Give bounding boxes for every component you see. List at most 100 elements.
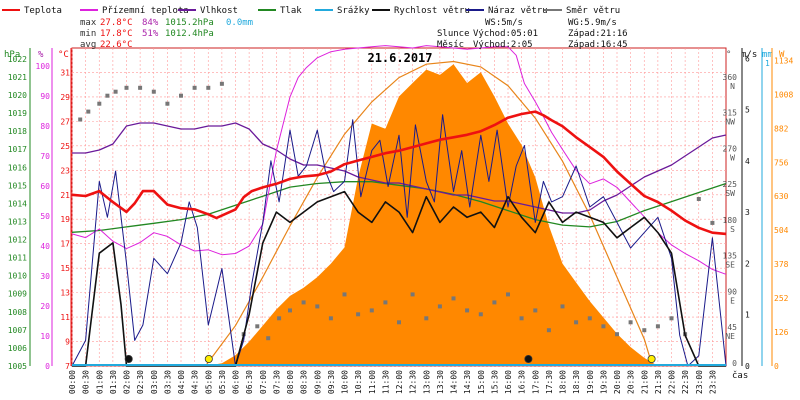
tick-label-hpa: 1009 bbox=[8, 290, 27, 299]
tick-label-x: 21:30 bbox=[654, 370, 663, 394]
tick-label-dir: 270 bbox=[723, 144, 738, 153]
legend-label: Rychlost větru bbox=[394, 6, 470, 16]
wind-direction-point bbox=[151, 89, 156, 94]
tick-label-x: 14:00 bbox=[450, 370, 459, 394]
sun-label: Slunce bbox=[437, 29, 470, 39]
tick-label-dir-name: NE bbox=[725, 332, 735, 341]
tick-label-hum: 50 bbox=[40, 212, 50, 221]
wind-direction-point bbox=[219, 81, 224, 86]
tick-label-x: 11:30 bbox=[381, 370, 390, 394]
wind-direction-point bbox=[519, 316, 524, 321]
tick-label-hpa: 1006 bbox=[8, 344, 27, 353]
wind-direction-point bbox=[410, 292, 415, 297]
tick-label-x: 01:30 bbox=[109, 370, 118, 394]
wind-direction-point bbox=[288, 308, 292, 313]
sun-moon-markers bbox=[124, 354, 656, 363]
tick-label-x: 09:30 bbox=[327, 370, 336, 394]
tick-label-ms: 6 bbox=[745, 54, 750, 63]
tick-label-temp: 31 bbox=[60, 69, 70, 78]
wind-stat-wg: WG:5.9m/s bbox=[568, 18, 617, 28]
stat-max-temp: 27.8°C bbox=[100, 18, 133, 28]
stat-min-label: min bbox=[80, 29, 96, 39]
tick-label-x: 16:00 bbox=[504, 370, 513, 394]
stat-min-press: 1012.4hPa bbox=[165, 29, 214, 39]
wind-direction-point bbox=[546, 328, 551, 333]
wind-direction-point bbox=[533, 308, 538, 313]
tick-label-dir: 180 bbox=[723, 216, 738, 225]
stat-max-rain: 0.0mm bbox=[226, 18, 253, 28]
wind-direction-point bbox=[451, 296, 456, 301]
axes: 1022102110201019101810171016101510141013… bbox=[8, 48, 793, 394]
tick-label-x: 21:00 bbox=[640, 370, 649, 394]
tick-label-x: 19:00 bbox=[586, 370, 595, 394]
wind-stat-ws: WS:5m/s bbox=[485, 18, 523, 28]
moon-rise: Východ:2:05 bbox=[473, 40, 533, 50]
tick-label-x: 09:00 bbox=[313, 370, 322, 394]
axis-title-ms: m/s bbox=[741, 50, 757, 60]
legend-label: Vlhkost bbox=[200, 6, 238, 16]
wind-direction-point bbox=[465, 308, 470, 313]
wind-direction-point bbox=[255, 324, 260, 329]
tick-label-temp: 27 bbox=[60, 117, 70, 126]
tick-label-dir-name: NW bbox=[725, 118, 735, 127]
axis-title-dir: ° bbox=[726, 50, 731, 60]
axis-title-w: W bbox=[779, 50, 785, 60]
tick-label-mm: 1 bbox=[765, 59, 770, 68]
tick-label-ms: 4 bbox=[745, 157, 750, 166]
wind-direction-point bbox=[369, 308, 374, 313]
wind-direction-point bbox=[138, 85, 143, 90]
tick-label-hpa: 1013 bbox=[8, 218, 27, 227]
tick-label-x: 02:00 bbox=[123, 370, 132, 394]
tick-label-x: 16:30 bbox=[518, 370, 527, 394]
wind-direction-point bbox=[266, 336, 271, 341]
tick-label-hpa: 1018 bbox=[8, 127, 27, 136]
moon-set: Západ:16:45 bbox=[568, 40, 628, 50]
stat-min-temp: 17.8°C bbox=[100, 29, 133, 39]
tick-label-dir: 225 bbox=[723, 180, 738, 189]
wind-direction-point bbox=[574, 320, 579, 325]
tick-label-hum: 10 bbox=[40, 332, 50, 341]
tick-label-w: 1008 bbox=[774, 90, 793, 99]
tick-label-hpa: 1007 bbox=[8, 326, 27, 335]
wind-direction-point bbox=[615, 332, 619, 337]
tick-label-x: 17:00 bbox=[531, 370, 540, 394]
tick-label-x: 03:00 bbox=[150, 370, 159, 394]
tick-label-x: 22:30 bbox=[681, 370, 690, 394]
wind-direction-point bbox=[710, 220, 715, 225]
wind-direction-point bbox=[642, 328, 647, 333]
wind-direction-point bbox=[105, 93, 110, 98]
tick-label-w: 0 bbox=[774, 362, 779, 371]
tick-label-x: 10:00 bbox=[341, 370, 350, 394]
tick-label-x: 18:00 bbox=[559, 370, 568, 394]
tick-label-hum: 40 bbox=[40, 242, 50, 251]
tick-label-dir: 135 bbox=[723, 252, 738, 261]
tick-label-x: 13:00 bbox=[422, 370, 431, 394]
stat-avg-temp: 22.6°C bbox=[100, 40, 133, 50]
wind-direction-point bbox=[86, 109, 91, 114]
stat-max-label: max bbox=[80, 18, 97, 28]
tick-label-hum: 30 bbox=[40, 272, 50, 281]
tick-label-x: 12:30 bbox=[409, 370, 418, 394]
wind-direction-point bbox=[113, 89, 118, 94]
tick-label-x: 08:30 bbox=[300, 370, 309, 394]
tick-label-hpa: 1015 bbox=[8, 181, 27, 190]
tick-label-dir: 45 bbox=[727, 323, 737, 332]
tick-label-dir: 90 bbox=[727, 287, 737, 296]
tick-label-w: 252 bbox=[774, 294, 789, 303]
marker-point bbox=[524, 354, 533, 363]
legend-label: Srážky bbox=[337, 6, 370, 16]
wind-direction-point bbox=[601, 324, 606, 329]
tick-label-hpa: 1008 bbox=[8, 308, 27, 317]
tick-label-temp: 13 bbox=[60, 289, 70, 298]
tick-label-x: 11:00 bbox=[368, 370, 377, 394]
axis-title-mm: mm bbox=[762, 50, 773, 60]
legend-label: Teplota bbox=[24, 6, 62, 16]
tick-label-hum: 60 bbox=[40, 182, 50, 191]
axis-title-hum: % bbox=[38, 50, 44, 60]
tick-label-temp: 21 bbox=[60, 191, 70, 200]
tick-label-w: 126 bbox=[774, 328, 789, 337]
tick-label-w: 504 bbox=[774, 226, 789, 235]
tick-label-x: 17:30 bbox=[545, 370, 554, 394]
